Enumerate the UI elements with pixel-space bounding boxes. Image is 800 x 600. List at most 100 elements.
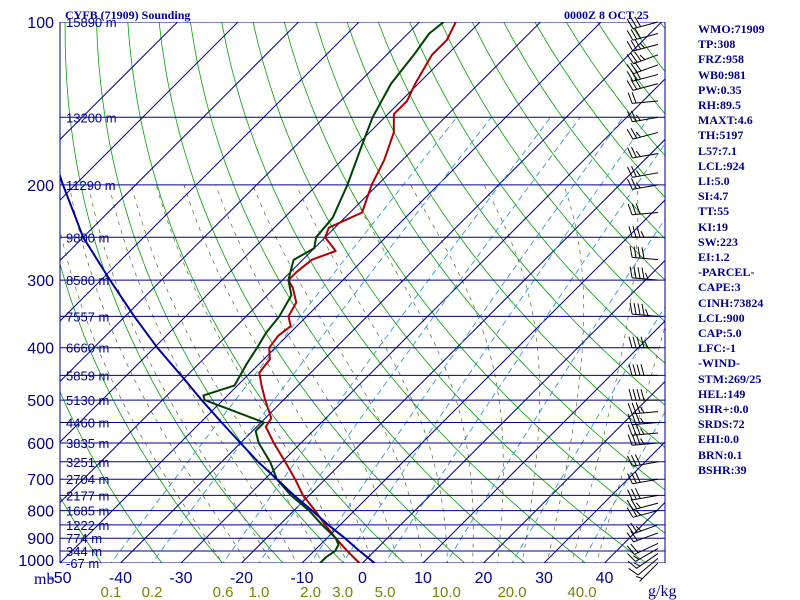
temperature-tick-label: 40 [596,570,614,587]
wind-barb-staff [635,548,659,562]
wind-barb-feather [626,524,634,534]
isotherm-line [422,320,665,563]
height-label: 3251 m [66,455,109,470]
mixing-ratio-label: 20.0 [497,584,526,600]
wind-barb-staff [632,494,659,501]
index-line: LI:5.0 [698,174,730,189]
wind-barb-feather [635,525,642,532]
index-line: PW:0.35 [698,82,742,97]
wind-barb-feather [645,272,649,280]
isotherm-line [180,78,665,563]
wind-barb-staff [632,313,659,317]
wind-barb [627,203,659,216]
index-line: LCL:900 [698,310,745,325]
index-line: BSHR:39 [698,462,747,477]
moist-adiabat-line [295,184,448,563]
isotherm-line [60,22,239,201]
wind-barb-feather [626,532,634,543]
index-line: CAP:5.0 [698,326,742,341]
wind-barb-feather [626,54,634,65]
wind-barb-feather [644,341,649,348]
wind-barb-feather [633,562,641,567]
temperature-tick-label: 20 [475,570,493,587]
height-label: 1222 m [66,518,109,533]
wind-barb-feather [631,413,637,425]
mixing-ratio-label: 10.0 [432,584,461,600]
wind-barb-staff [637,557,659,576]
wind-barb-feather [628,364,633,376]
dry-adiabat-line [60,390,163,563]
wind-barb-feather [627,434,633,446]
wind-barb-feather [627,560,638,569]
wind-barb [627,471,659,485]
moist-adiabat-line [68,184,248,563]
moist-adiabat-line [108,184,298,563]
temperature-tick-label: 30 [535,570,553,587]
wind-barb [628,364,658,376]
wind-barb-staff [632,256,659,261]
moist-adiabat-line [60,229,224,563]
wind-barb [626,38,659,52]
wind-barb-feather [634,28,642,39]
dewpoint-profile-line [202,22,445,563]
moist-adiabat-line [130,184,323,563]
parcel-profile-line [60,173,376,563]
mixing-ratio-label: 5.0 [375,584,396,600]
moist-adiabat-line [183,184,373,563]
wind-barb-staff [632,131,659,140]
wind-barb-staff [632,21,659,30]
wind-barbs-layer [626,16,659,582]
wind-barb-feather [626,41,634,52]
wind-barb-feather [631,472,637,484]
mixing-ratio-unit-label: g/kg [648,583,676,600]
wind-barb [626,51,659,65]
wind-barb-feather [627,166,633,178]
index-line: EHI:0.0 [698,432,740,447]
isotherm-line [361,259,665,563]
wind-barb-staff [636,552,659,569]
wind-barb-feather [634,454,641,466]
wind-barb [626,16,659,30]
wind-barb [627,548,659,562]
wind-barb-feather [635,433,641,445]
wind-barb [626,522,659,535]
wind-barb-feather [637,303,641,315]
wind-barb-feather [630,128,638,139]
wind-barb-feather [640,231,645,238]
mixing-ratio-label: 40.0 [567,584,596,600]
pressure-tick-label: 200 [27,178,54,195]
wind-barb [627,423,659,436]
index-line: TT:55 [698,204,730,219]
index-line: CAPE:3 [698,280,741,295]
wind-barb-feather [640,438,645,445]
wind-barb-staff [632,83,659,91]
wind-barb [626,542,659,555]
temperature-tick-label: 10 [414,570,432,587]
wind-barb-staff [632,172,659,178]
wind-barb-feather [631,434,637,446]
index-line: EI:1.2 [698,250,730,265]
index-line: TH:5197 [698,128,744,143]
wind-barb-feather [635,423,641,435]
wind-barb-staff [633,532,659,543]
wind-barb [627,146,659,159]
wind-barb-feather [627,489,633,501]
wind-barb-feather [627,413,633,425]
wind-barb [629,302,659,317]
wind-barb-staff [632,277,659,281]
wind-barb-feather [633,303,637,315]
isotherm-line [119,22,663,563]
wind-barb-staff [633,64,659,75]
height-label: 774 m [66,531,102,546]
wind-barb-staff [632,502,659,511]
wind-barb-feather [627,455,633,467]
height-label: 9800 m [66,230,109,245]
height-label: 7557 m [66,309,109,324]
moist-adiabat-line [252,184,423,563]
wind-barb-staff [639,562,659,582]
height-label: 5130 m [66,393,109,408]
index-line: TP:308 [698,37,736,52]
wind-barb [627,402,659,415]
wind-barb-feather [626,64,634,75]
